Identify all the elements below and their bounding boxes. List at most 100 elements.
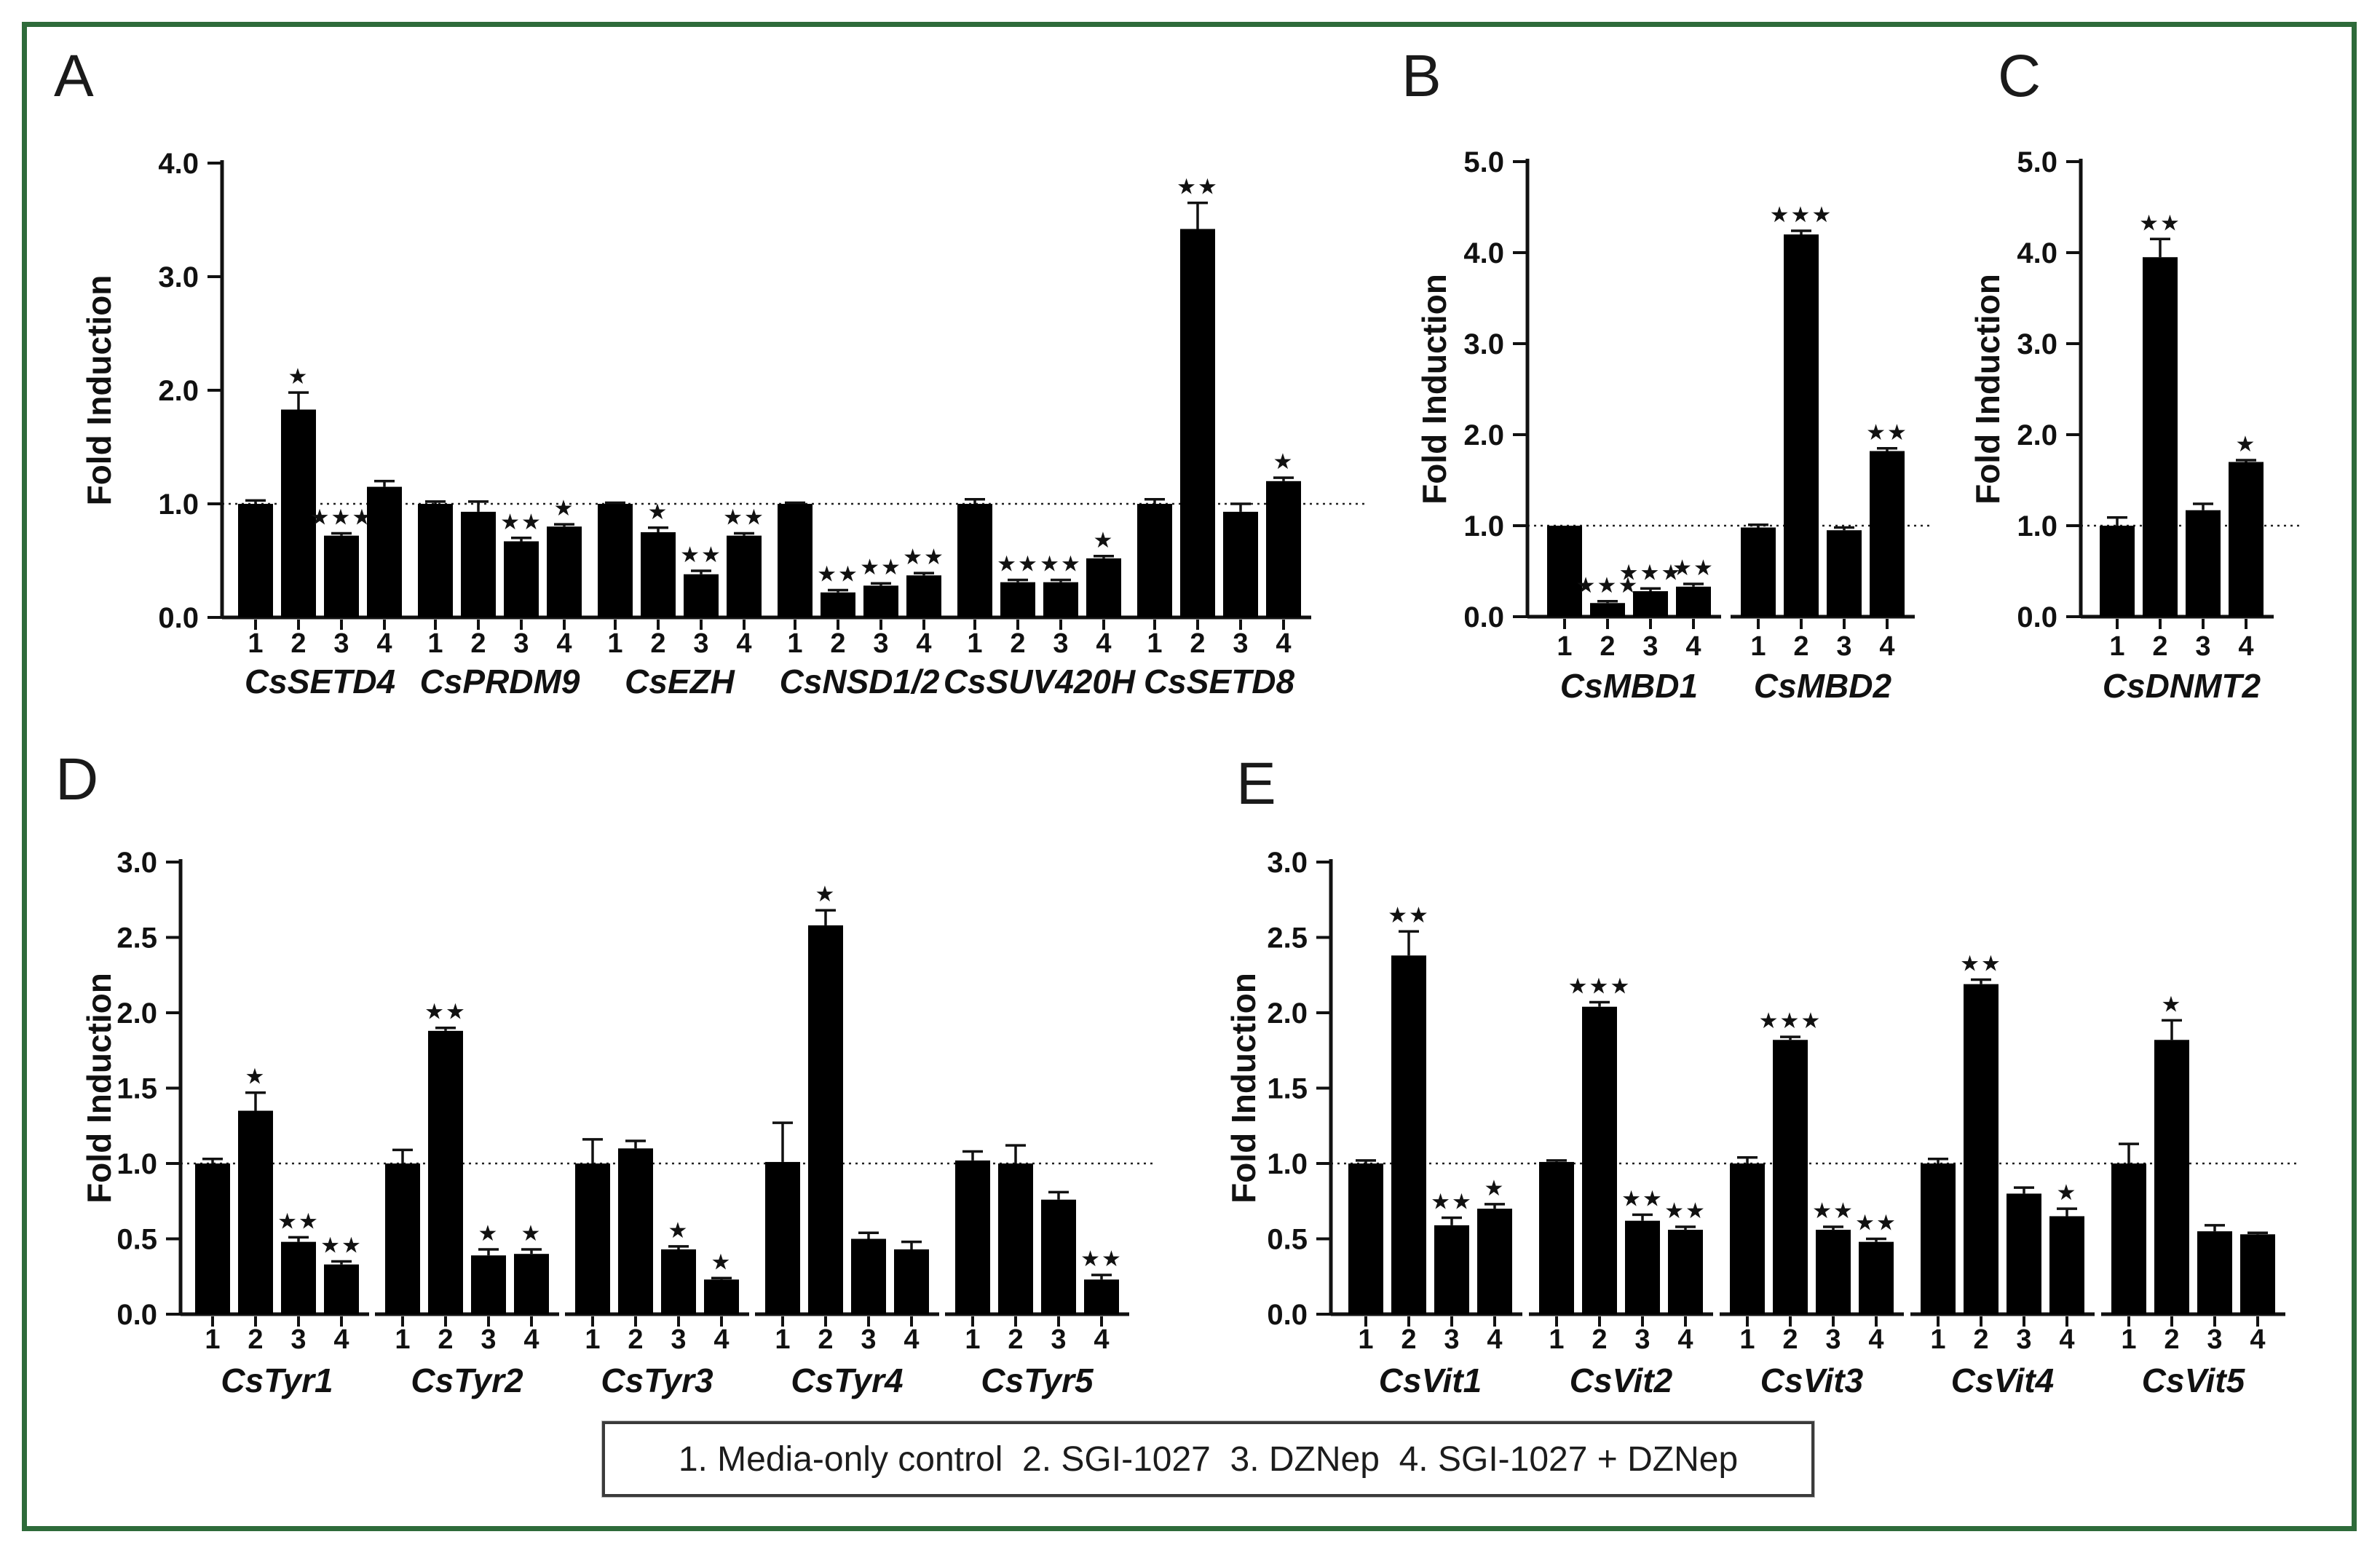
- svg-text:4.0: 4.0: [158, 148, 199, 180]
- svg-text:★★: ★★: [1960, 951, 2002, 976]
- svg-text:5.0: 5.0: [1463, 146, 1504, 178]
- svg-text:3: 3: [1051, 1324, 1066, 1355]
- svg-text:4: 4: [904, 1324, 919, 1355]
- treatment-legend: 1. Media-only control 2. SGI-1027 3. DZN…: [602, 1421, 1814, 1497]
- svg-text:1.0: 1.0: [1267, 1148, 1308, 1180]
- svg-text:4: 4: [736, 628, 751, 659]
- svg-text:3.0: 3.0: [1463, 328, 1504, 360]
- svg-text:CsEZH: CsEZH: [625, 663, 735, 700]
- svg-text:1: 1: [2109, 631, 2124, 662]
- svg-text:★★: ★★: [424, 1000, 467, 1025]
- svg-text:3: 3: [1634, 1324, 1650, 1355]
- svg-text:2: 2: [1973, 1324, 1988, 1355]
- svg-text:1: 1: [1358, 1324, 1373, 1355]
- svg-text:4: 4: [2059, 1324, 2074, 1355]
- svg-text:★: ★: [521, 1221, 542, 1246]
- svg-text:0.5: 0.5: [116, 1224, 157, 1256]
- svg-text:3: 3: [290, 1324, 306, 1355]
- svg-text:1: 1: [1930, 1324, 1945, 1355]
- svg-text:CsDNMT2: CsDNMT2: [2103, 667, 2261, 705]
- svg-text:1.0: 1.0: [158, 489, 199, 521]
- svg-text:2: 2: [438, 1324, 453, 1355]
- svg-text:Fold Induction: Fold Induction: [1225, 973, 1262, 1204]
- svg-text:★★: ★★: [680, 542, 722, 568]
- svg-text:Fold Induction: Fold Induction: [80, 973, 118, 1204]
- svg-text:3: 3: [513, 628, 529, 659]
- svg-text:★★: ★★: [997, 552, 1039, 577]
- svg-text:2: 2: [1190, 628, 1205, 659]
- svg-text:★: ★: [668, 1218, 689, 1244]
- svg-text:3: 3: [671, 1324, 686, 1355]
- svg-text:★★★: ★★★: [1568, 974, 1632, 1000]
- svg-text:4: 4: [376, 628, 392, 659]
- svg-text:3: 3: [1053, 628, 1068, 659]
- svg-text:1: 1: [2121, 1324, 2136, 1355]
- svg-text:2: 2: [470, 628, 486, 659]
- svg-text:3: 3: [873, 628, 888, 659]
- svg-text:1: 1: [395, 1324, 410, 1355]
- svg-text:3.0: 3.0: [2017, 328, 2057, 360]
- svg-text:1: 1: [607, 628, 622, 659]
- svg-text:★★★: ★★★: [310, 505, 373, 531]
- svg-text:2.0: 2.0: [2017, 419, 2057, 451]
- panel-label-b: B: [1401, 43, 1442, 109]
- treatment-legend-text: 1. Media-only control 2. SGI-1027 3. DZN…: [678, 1439, 1739, 1479]
- svg-text:★: ★: [288, 364, 309, 390]
- svg-text:CsVit5: CsVit5: [2142, 1362, 2246, 1399]
- svg-text:1: 1: [1147, 628, 1162, 659]
- svg-text:1: 1: [1549, 1324, 1564, 1355]
- svg-text:3: 3: [1233, 628, 1248, 659]
- svg-text:CsMBD2: CsMBD2: [1754, 667, 1892, 705]
- svg-text:3: 3: [693, 628, 708, 659]
- svg-text:0.0: 0.0: [158, 602, 199, 634]
- svg-text:Fold Induction: Fold Induction: [80, 275, 118, 506]
- svg-text:CsVit3: CsVit3: [1760, 1362, 1864, 1399]
- svg-text:★★: ★★: [1664, 1198, 1707, 1224]
- svg-text:3: 3: [1825, 1324, 1841, 1355]
- svg-text:★★: ★★: [723, 505, 765, 531]
- svg-text:3.0: 3.0: [158, 261, 199, 293]
- svg-text:3: 3: [1444, 1324, 1459, 1355]
- svg-text:★★: ★★: [1855, 1211, 1897, 1236]
- svg-text:★: ★: [478, 1221, 499, 1246]
- svg-text:★★: ★★: [2139, 210, 2181, 236]
- svg-text:★★: ★★: [1431, 1190, 1473, 1215]
- svg-text:2: 2: [290, 628, 306, 659]
- svg-text:2: 2: [1008, 1324, 1023, 1355]
- svg-text:4: 4: [1677, 1324, 1693, 1355]
- svg-text:★: ★: [1094, 528, 1115, 553]
- svg-text:1: 1: [1557, 631, 1572, 662]
- svg-text:CsVit1: CsVit1: [1379, 1362, 1482, 1399]
- svg-text:1: 1: [427, 628, 443, 659]
- svg-text:★★: ★★: [1866, 420, 1908, 446]
- svg-text:1: 1: [965, 1324, 980, 1355]
- svg-text:4: 4: [556, 628, 572, 659]
- svg-text:2: 2: [1782, 1324, 1798, 1355]
- svg-text:2: 2: [650, 628, 665, 659]
- svg-text:4: 4: [1094, 1324, 1109, 1355]
- svg-text:3: 3: [481, 1324, 496, 1355]
- svg-text:3: 3: [2207, 1324, 2222, 1355]
- svg-text:1: 1: [248, 628, 263, 659]
- svg-text:★★★: ★★★: [1619, 560, 1683, 585]
- svg-text:2: 2: [2152, 631, 2167, 662]
- panel-label-e: E: [1236, 751, 1276, 817]
- svg-text:1: 1: [1750, 631, 1766, 662]
- svg-text:Fold Induction: Fold Induction: [1969, 274, 2007, 505]
- svg-text:3: 3: [861, 1324, 876, 1355]
- svg-text:CsTyr5: CsTyr5: [981, 1362, 1094, 1399]
- svg-text:★★: ★★: [903, 545, 945, 570]
- panel-label-c: C: [1998, 43, 2041, 109]
- svg-text:0.0: 0.0: [116, 1299, 157, 1331]
- svg-text:0.0: 0.0: [2017, 601, 2057, 633]
- svg-text:0.5: 0.5: [1267, 1224, 1308, 1256]
- svg-text:★: ★: [554, 496, 575, 521]
- svg-text:★★: ★★: [1388, 903, 1430, 928]
- svg-text:2: 2: [1600, 631, 1615, 662]
- svg-text:2: 2: [2164, 1324, 2179, 1355]
- svg-text:4: 4: [1096, 628, 1111, 659]
- svg-text:★★: ★★: [1177, 175, 1219, 200]
- svg-text:4: 4: [713, 1324, 729, 1355]
- svg-text:★: ★: [1273, 449, 1294, 475]
